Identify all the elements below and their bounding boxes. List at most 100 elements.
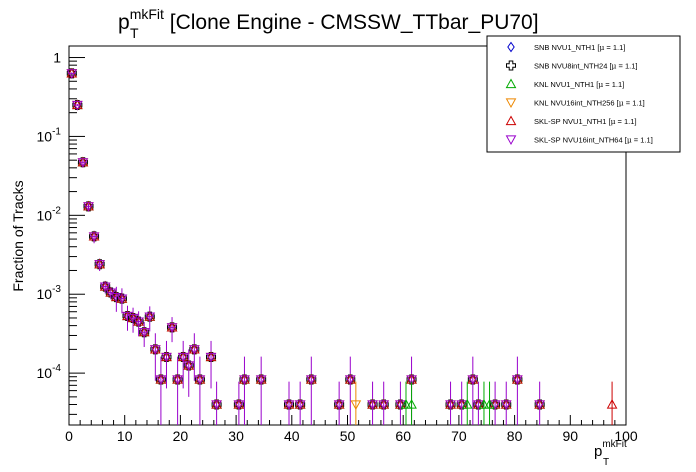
data-point — [166, 317, 178, 343]
y-tick-exponent: -3 — [52, 284, 61, 295]
data-point — [94, 258, 105, 272]
data-point — [378, 381, 390, 425]
triangle-down-marker — [512, 375, 523, 386]
data-point — [500, 381, 512, 425]
legend-mu-symbol: μ — [612, 62, 617, 71]
legend-mu-symbol: μ — [611, 117, 616, 126]
legend-mu-equals: = — [624, 99, 633, 108]
data-point — [478, 381, 490, 425]
data-point — [239, 356, 250, 425]
triangle-down-marker — [333, 400, 345, 411]
legend-mu-symbol: μ — [599, 43, 604, 52]
triangle-down-marker — [255, 375, 267, 386]
data-point — [456, 381, 468, 425]
legend-mu-equals: = — [616, 62, 625, 71]
legend-entry: SKL-SP NVU1_NTH1 [μ = 1.1] — [505, 115, 637, 126]
legend-label: SKL-SP NVU1_NTH1 [μ = 1.1] — [534, 117, 637, 126]
legend-entry: SNB NVU1_NTH1 [μ = 1.1] — [507, 41, 625, 53]
triangle-down-marker — [188, 345, 200, 355]
triangle-down-marker — [445, 400, 456, 411]
legend-mu-value: 1.1 — [612, 80, 622, 89]
data-point — [83, 200, 94, 212]
triangle-down-marker — [183, 361, 195, 372]
chart-title: pmkFit [Clone Engine - CMSSW_TTbar_PU70] — [118, 6, 539, 34]
data-point — [445, 381, 456, 425]
legend-mu-symbol: μ — [598, 80, 603, 89]
legend-mu-equals: = — [604, 43, 613, 52]
triangle-down-marker — [155, 375, 167, 386]
triangle-down-marker — [233, 400, 245, 411]
legend-series-name: KNL NVU16int_NTH256 [ — [534, 99, 620, 108]
legend-label: SNB NVU8int_NTH24 [μ = 1.1] — [534, 62, 638, 71]
legend-triangle-down-marker — [505, 98, 517, 109]
data-point — [283, 381, 295, 425]
x-tick-label: 50 — [340, 428, 356, 444]
legend-mu-equals: = — [615, 117, 624, 126]
data-point — [161, 340, 172, 389]
x-tick-label: 100 — [614, 428, 638, 444]
data-point — [194, 356, 206, 425]
triangle-down-marker — [350, 400, 362, 411]
legend-series-name: SNB NVU8int_NTH24 [ — [534, 62, 612, 71]
legend-triangle-down-marker — [505, 135, 517, 146]
x-tick-label: 20 — [173, 428, 189, 444]
data-point — [172, 356, 183, 425]
data-point — [72, 99, 83, 111]
x-tick-label: 70 — [451, 428, 467, 444]
triangle-down-marker — [166, 323, 178, 333]
triangle-up-marker — [478, 398, 490, 409]
data-point — [88, 230, 100, 244]
x-axis-label-symbol: p — [594, 443, 602, 460]
legend-mu-equals: = — [603, 80, 612, 89]
y-tick-exponent: -4 — [52, 363, 61, 374]
triangle-down-marker — [211, 400, 222, 411]
legend-entry: KNL NVU1_NTH1 [μ = 1.1] — [505, 78, 624, 89]
data-point — [512, 356, 523, 425]
triangle-up-marker — [406, 398, 417, 409]
legend-diamond-marker — [507, 41, 515, 53]
triangle-down-marker — [94, 260, 105, 270]
data-point — [138, 321, 150, 347]
x-tick-label: 40 — [284, 428, 300, 444]
data-point — [177, 340, 189, 389]
legend-mu-value: 1.1 — [640, 136, 650, 145]
legend-series-name: SKL-SP NVU16int_NTH64 [ — [534, 136, 628, 145]
data-point — [133, 311, 144, 337]
title-symbol: p — [118, 11, 130, 34]
legend-mu-value: 1.1 — [624, 117, 634, 126]
data-point — [606, 381, 618, 425]
data-point — [105, 286, 117, 300]
y-tick-label: 10-2 — [37, 205, 62, 223]
triangle-down-marker — [138, 328, 150, 338]
y-tick-base: 10 — [37, 128, 53, 144]
data-point — [255, 356, 267, 425]
x-axis-label-superscript: mkFit — [602, 439, 627, 450]
triangle-down-marker — [133, 317, 144, 328]
triangle-down-marker — [144, 312, 156, 323]
y-tick-base: 10 — [37, 286, 53, 302]
data-point — [534, 381, 546, 425]
y-tick-label: 10-3 — [37, 284, 62, 302]
legend-close-bracket: ] — [622, 80, 624, 89]
legend-close-bracket: ] — [635, 62, 637, 71]
legend-label: KNL NVU1_NTH1 [μ = 1.1] — [534, 80, 624, 89]
x-tick-label: 80 — [507, 428, 523, 444]
legend-mu-value: 1.1 — [625, 62, 635, 71]
legend-close-bracket: ] — [651, 136, 653, 145]
x-axis-label: pmkFit — [594, 439, 627, 460]
data-points — [66, 67, 618, 425]
legend-entry: KNL NVU16int_NTH256 [μ = 1.1] — [505, 98, 645, 109]
data-point — [400, 381, 412, 425]
y-tick-exponent: -2 — [52, 205, 61, 216]
legend-mu-symbol: μ — [619, 99, 624, 108]
data-point — [406, 381, 417, 425]
legend-label: SKL-SP NVU16int_NTH64 [μ = 1.1] — [534, 136, 653, 145]
legend: SNB NVU1_NTH1 [μ = 1.1] SNB NVU8int_NTH24… — [486, 35, 681, 153]
triangle-down-marker — [88, 232, 100, 242]
triangle-down-marker — [194, 375, 206, 386]
legend-close-bracket: ] — [643, 99, 645, 108]
data-point — [183, 349, 195, 397]
y-tick-label: 1 — [53, 50, 61, 66]
data-point — [155, 356, 167, 425]
